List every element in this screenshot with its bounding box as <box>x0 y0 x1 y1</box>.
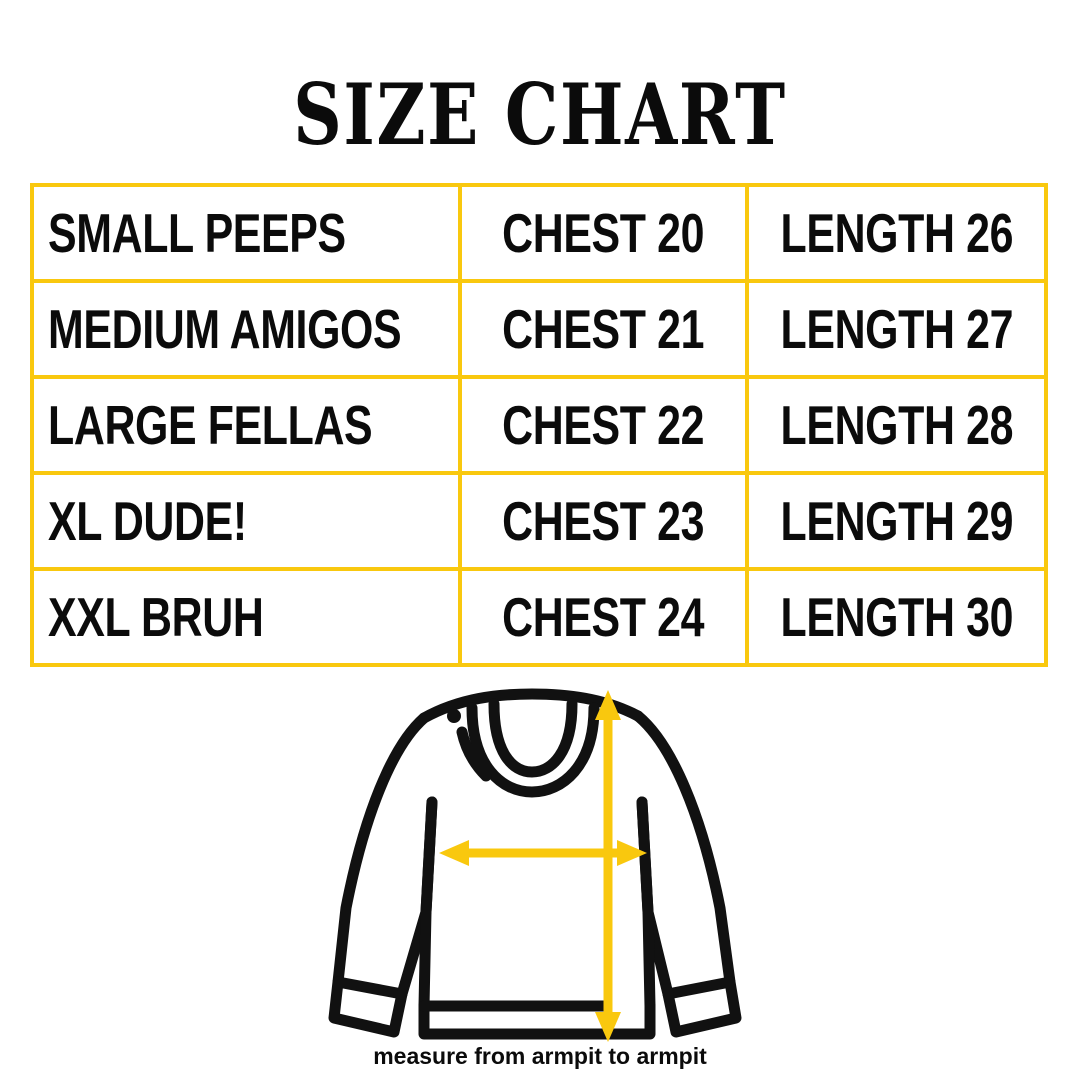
cell-length: LENGTH 29 <box>745 471 1048 571</box>
length-value: LENGTH 26 <box>780 202 1013 264</box>
size-label: SMALL PEEPS <box>48 202 346 264</box>
chest-value: CHEST 23 <box>502 490 705 552</box>
table-row: XL DUDE! CHEST 23 LENGTH 29 <box>30 471 1048 571</box>
cell-length: LENGTH 30 <box>745 567 1048 667</box>
cell-chest: CHEST 21 <box>458 279 749 379</box>
cell-length: LENGTH 26 <box>745 183 1048 283</box>
cell-size: XXL BRUH <box>30 567 462 667</box>
chest-value: CHEST 21 <box>502 298 705 360</box>
chest-value: CHEST 24 <box>502 586 705 648</box>
size-label: LARGE FELLAS <box>48 394 373 456</box>
shoulder-detail-dash <box>456 726 492 782</box>
body-length-arrow-head-bottom <box>595 1012 621 1042</box>
cell-size: SMALL PEEPS <box>30 183 462 283</box>
shoulder-detail-dot <box>447 709 461 723</box>
chest-value: CHEST 20 <box>502 202 705 264</box>
table-row: LARGE FELLAS CHEST 22 LENGTH 28 <box>30 375 1048 475</box>
chest-width-arrow-head-left <box>439 840 469 866</box>
length-value: LENGTH 28 <box>780 394 1013 456</box>
sweatshirt-illustration <box>320 676 760 1046</box>
cell-length: LENGTH 28 <box>745 375 1048 475</box>
cell-size: MEDIUM AMIGOS <box>30 279 462 379</box>
cell-chest: CHEST 20 <box>458 183 749 283</box>
left-cuff <box>328 976 408 1038</box>
collar-inner-arc <box>488 698 578 778</box>
cell-size: LARGE FELLAS <box>30 375 462 475</box>
length-value: LENGTH 30 <box>780 586 1013 648</box>
right-sleeve-outer-line <box>632 710 736 988</box>
cell-chest: CHEST 22 <box>458 375 749 475</box>
table-row: MEDIUM AMIGOS CHEST 21 LENGTH 27 <box>30 279 1048 379</box>
right-body-seam <box>636 796 656 1012</box>
measurement-caption: measure from armpit to armpit <box>373 1043 707 1069</box>
size-chart-table: SMALL PEEPS CHEST 20 LENGTH 26 MEDIUM AM… <box>30 183 1048 667</box>
size-label: XXL BRUH <box>48 586 264 648</box>
measurement-arrows <box>439 690 647 1042</box>
hem-band <box>418 1000 656 1040</box>
left-body-seam <box>418 796 438 1012</box>
cell-size: XL DUDE! <box>30 471 462 571</box>
collar-outer-arc <box>466 702 600 798</box>
body-length-arrow <box>595 690 621 1042</box>
right-cuff <box>662 976 742 1038</box>
chest-value: CHEST 22 <box>502 394 705 456</box>
left-sleeve-outer-line <box>332 712 430 988</box>
table-row: XXL BRUH CHEST 24 LENGTH 30 <box>30 567 1048 667</box>
length-value: LENGTH 29 <box>780 490 1013 552</box>
size-label: XL DUDE! <box>48 490 247 552</box>
page-title: SIZE CHART <box>293 65 787 164</box>
cell-length: LENGTH 27 <box>745 279 1048 379</box>
table-row: SMALL PEEPS CHEST 20 LENGTH 26 <box>30 183 1048 283</box>
chest-width-arrow-head-right <box>617 840 647 866</box>
cell-chest: CHEST 24 <box>458 567 749 667</box>
body-length-arrow-head-top <box>595 690 621 720</box>
cell-chest: CHEST 23 <box>458 471 749 571</box>
chest-width-arrow <box>439 840 647 866</box>
size-label: MEDIUM AMIGOS <box>48 298 402 360</box>
length-value: LENGTH 27 <box>780 298 1013 360</box>
